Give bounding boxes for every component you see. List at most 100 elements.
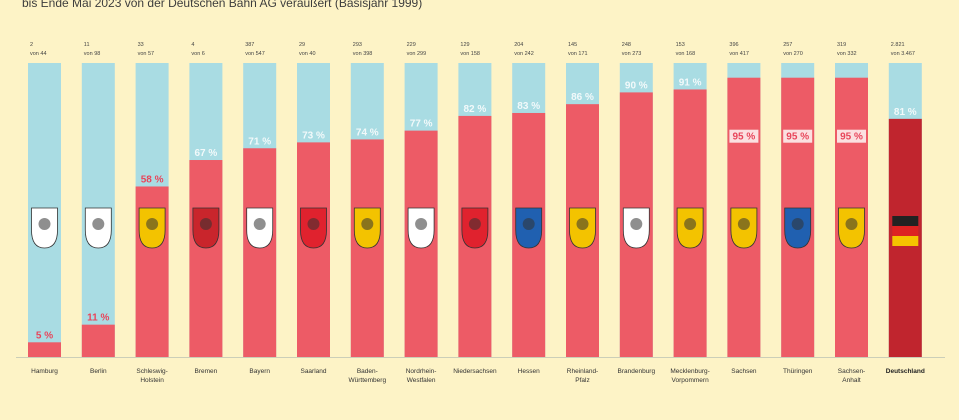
value-label: 82 %: [464, 104, 487, 115]
sold-bar: [297, 142, 330, 357]
coat-of-arms-figure-icon: [468, 218, 481, 230]
flag-stripe-red: [892, 226, 919, 236]
total-count-label: von 273: [622, 51, 642, 57]
value-label: 67 %: [195, 148, 218, 159]
total-count-label: von 168: [676, 51, 696, 57]
total-count-label: von 40: [299, 51, 316, 57]
sold-count-label: 11: [84, 42, 90, 48]
category-label: Nordrhein-: [406, 368, 437, 375]
coat-of-arms-figure-icon: [522, 218, 535, 230]
total-count-label: von 417: [729, 51, 749, 57]
sold-count-label: 229: [407, 42, 416, 48]
value-label: 95 %: [840, 132, 863, 143]
sold-count-label: 2: [30, 42, 33, 48]
value-label: 81 %: [894, 107, 917, 118]
value-label-bg: [837, 129, 866, 143]
sold-count-label: 396: [729, 42, 738, 48]
value-label: 71 %: [248, 136, 271, 147]
value-label: 90 %: [625, 80, 648, 91]
sold-count-label: 204: [514, 42, 523, 48]
sold-count-label: 29: [299, 42, 305, 48]
total-count-label: von 270: [783, 51, 803, 57]
category-label: Brandenburg: [618, 368, 656, 375]
category-label: Holstein: [140, 377, 164, 384]
sold-count-label: 257: [783, 42, 792, 48]
value-label: 95 %: [733, 132, 756, 143]
coat-of-arms-figure-icon: [199, 218, 212, 230]
coat-of-arms-figure-icon: [415, 218, 428, 230]
total-count-label: von 57: [138, 51, 155, 57]
category-label: Baden-: [357, 368, 378, 375]
category-label: Hamburg: [31, 368, 58, 375]
coat-of-arms-figure-icon: [146, 218, 159, 230]
category-label: Rheinland-: [567, 368, 598, 375]
total-count-label: von 547: [245, 51, 265, 57]
flag-stripe-gold: [892, 236, 919, 246]
category-label: Deutschland: [886, 368, 925, 375]
value-label-bg: [729, 129, 759, 143]
sold-bar: [243, 148, 277, 357]
sold-count-label: 4: [191, 42, 194, 48]
category-label: Württemberg: [349, 377, 387, 384]
value-label: 91 %: [679, 77, 702, 88]
category-label: Sachsen-: [838, 368, 865, 375]
value-label: 73 %: [302, 130, 325, 141]
category-label: Thüringen: [783, 368, 813, 375]
coat-of-arms-figure-icon: [737, 218, 750, 230]
coat-of-arms-figure-icon: [253, 218, 266, 230]
total-count-label: von 98: [84, 51, 101, 57]
sold-count-label: 33: [138, 42, 144, 48]
value-label: 58 %: [141, 174, 164, 185]
value-label: 95 %: [786, 132, 809, 143]
total-count-label: von 44: [30, 51, 47, 57]
total-count-label: von 3.467: [891, 51, 915, 57]
category-label: Schleswig-: [136, 368, 167, 375]
coat-of-arms-figure-icon: [92, 218, 105, 230]
coat-of-arms-figure-icon: [576, 218, 589, 230]
total-count-label: von 158: [460, 51, 480, 57]
category-label: Mecklenburg-: [670, 368, 709, 375]
value-label: 77 %: [410, 119, 433, 130]
sold-bar: [189, 160, 223, 357]
total-count-label: von 6: [191, 51, 204, 57]
value-label: 86 %: [571, 92, 594, 103]
sold-count-label: 145: [568, 42, 577, 48]
category-label: Bayern: [249, 368, 270, 375]
category-label: Sachsen: [731, 368, 757, 375]
category-label: Anhalt: [842, 377, 861, 384]
category-label: Hessen: [518, 368, 540, 375]
coat-of-arms-figure-icon: [630, 218, 643, 230]
category-label: Niedersachsen: [453, 368, 497, 375]
sold-count-label: 153: [676, 42, 685, 48]
sold-count-label: 293: [353, 42, 362, 48]
sold-count-label: 129: [460, 42, 469, 48]
value-label-bg: [783, 129, 813, 143]
category-label: Westfalen: [407, 377, 436, 384]
coat-of-arms-figure-icon: [791, 218, 804, 230]
category-label: Bremen: [195, 368, 218, 375]
flag-stripe-black: [892, 216, 919, 226]
total-count-label: von 398: [353, 51, 373, 57]
coat-of-arms-figure-icon: [684, 218, 697, 230]
sold-count-label: 387: [245, 42, 254, 48]
category-label: Berlin: [90, 368, 107, 375]
sold-bar: [81, 324, 115, 357]
coat-of-arms-figure-icon: [38, 218, 51, 230]
total-count-label: von 171: [568, 51, 588, 57]
total-count-label: von 242: [514, 51, 534, 57]
coat-of-arms-figure-icon: [361, 218, 374, 230]
value-label: 5 %: [36, 330, 53, 341]
value-label: 11 %: [87, 313, 109, 324]
category-label: Saarland: [300, 368, 326, 375]
total-count-label: von 299: [407, 51, 427, 57]
sold-count-label: 248: [622, 42, 631, 48]
value-label: 83 %: [517, 101, 540, 112]
category-label: Vorpommern: [671, 377, 709, 384]
chart-subtitle: bis Ende Mai 2023 von der Deutschen Bahn…: [22, 0, 423, 10]
coat-of-arms-figure-icon: [307, 218, 320, 230]
category-label: Pfalz: [575, 377, 589, 384]
value-label: 74 %: [356, 127, 379, 138]
sold-bar: [28, 342, 61, 357]
sold-count-label: 319: [837, 42, 846, 48]
